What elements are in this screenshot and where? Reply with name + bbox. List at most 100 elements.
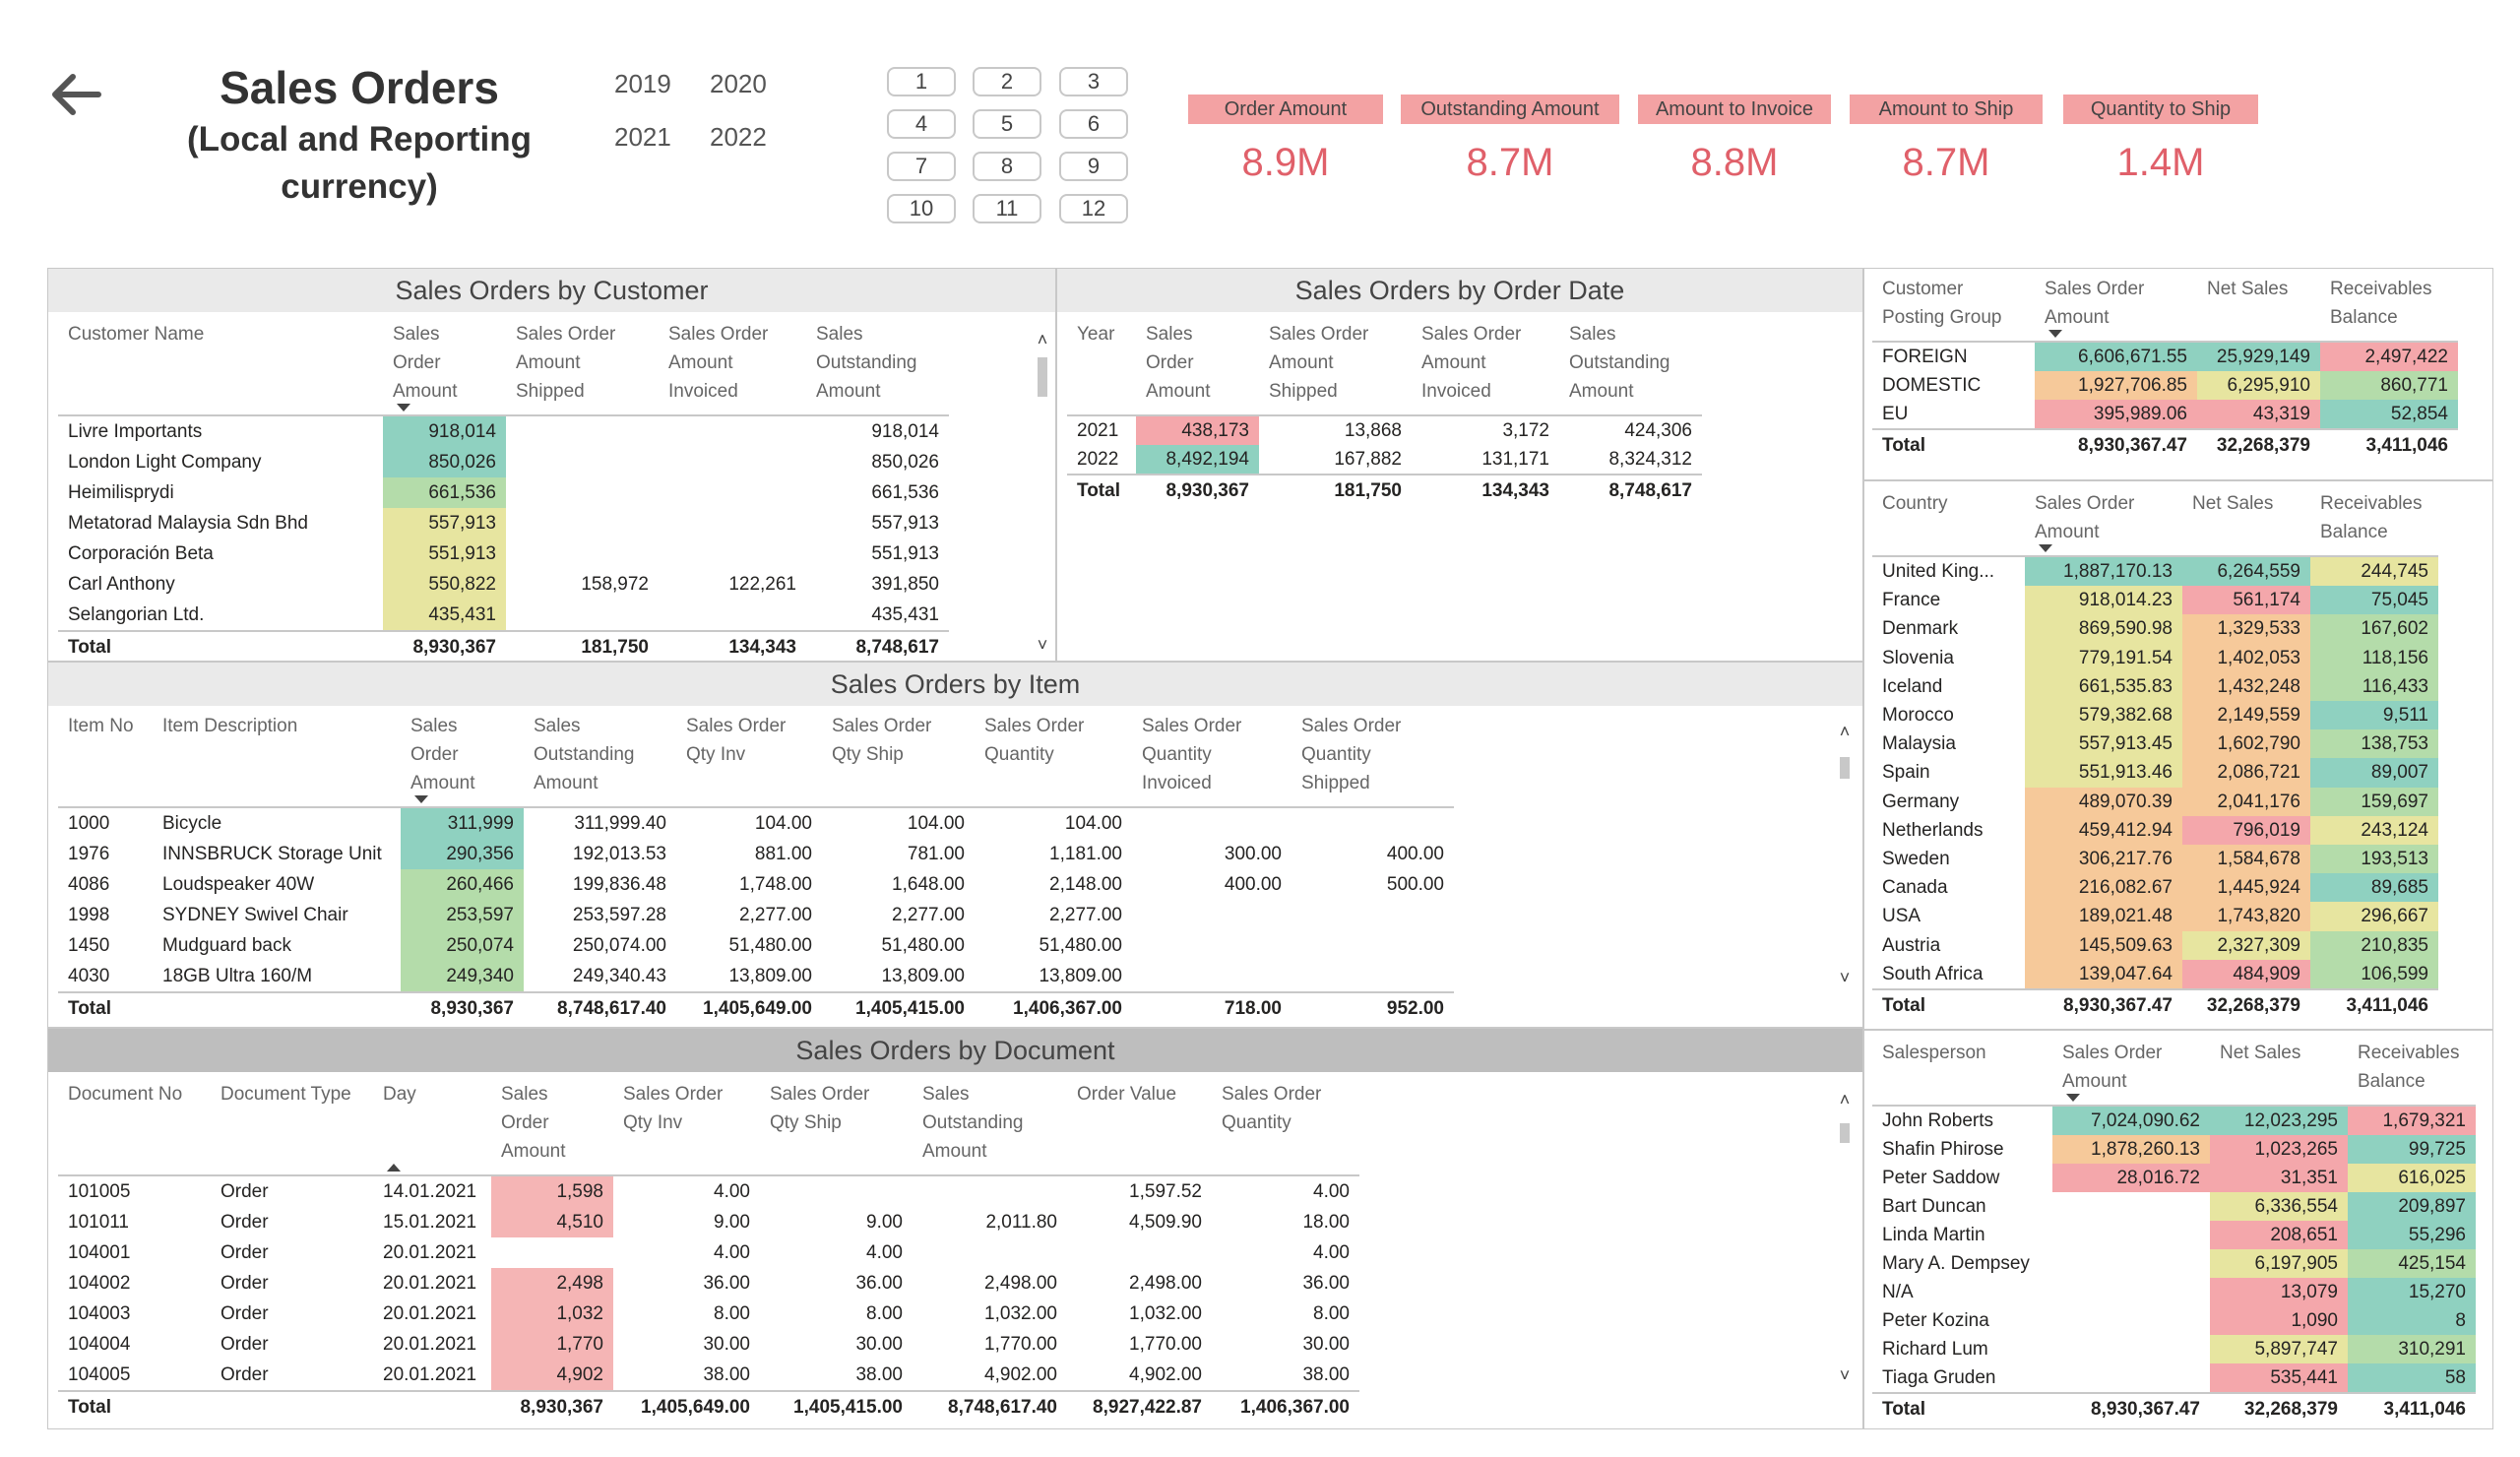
- scroll-up-icon[interactable]: ˄: [1037, 330, 1048, 349]
- table-row[interactable]: France 918,014.23 561,174 75,045: [1872, 586, 2438, 615]
- table-row[interactable]: DOMESTIC 1,927,706.85 6,295,910 860,771: [1872, 371, 2458, 400]
- table-row[interactable]: 2022 8,492,194 167,882 131,171 8,324,312: [1067, 445, 1702, 475]
- table-row[interactable]: Iceland 661,535.83 1,432,248 116,433: [1872, 671, 2438, 702]
- table-row[interactable]: 4030 18GB Ultra 160/M 249,340 249,340.43 13,…: [58, 961, 1454, 992]
- column-header[interactable]: Sales Order Amount: [2052, 1035, 2210, 1107]
- month-button-4[interactable]: 4: [887, 109, 956, 139]
- column-header[interactable]: Net Sales: [2197, 271, 2320, 343]
- table-row[interactable]: Morocco 579,382.68 2,149,559 9,511: [1872, 701, 2438, 730]
- table-row[interactable]: Metatorad Malaysia Sdn Bhd 557,913 557,913: [58, 508, 949, 538]
- column-header[interactable]: Sales Outstanding Amount: [806, 316, 949, 416]
- table-row[interactable]: Carl Anthony 550,822 158,972 122,261 391,850: [58, 569, 949, 600]
- table-row[interactable]: Canada 216,082.67 1,445,924 89,685: [1872, 873, 2438, 903]
- table-row[interactable]: Corporación Beta 551,913 551,913: [58, 538, 949, 569]
- column-header[interactable]: Document Type: [211, 1076, 373, 1176]
- table-row[interactable]: 104003 Order 20.01.2021 1,032 8.00 8.00 1,032.…: [58, 1299, 1359, 1329]
- column-header[interactable]: Sales Order Qty Ship: [822, 708, 975, 808]
- table-row[interactable]: Mary A. Dempsey 6,197,905 425,154: [1872, 1249, 2476, 1278]
- table-row[interactable]: Peter Kozina 1,090 8: [1872, 1306, 2476, 1335]
- table-row[interactable]: 4086 Loudspeaker 40W 260,466 199,836.48 1,74…: [58, 869, 1454, 900]
- column-header[interactable]: Sales Outstanding Amount: [524, 708, 676, 808]
- month-button-8[interactable]: 8: [973, 152, 1041, 181]
- table-row[interactable]: 104001 Order 20.01.2021 4.00 4.00 4.00: [58, 1237, 1359, 1268]
- column-header[interactable]: Document No: [58, 1076, 211, 1176]
- document-scrollbar[interactable]: ˄ ˅: [1835, 1090, 1855, 1385]
- sort-descending-icon[interactable]: [397, 404, 410, 412]
- column-header[interactable]: Sales Order Amount: [401, 708, 524, 808]
- sort-descending-icon[interactable]: [2039, 544, 2052, 552]
- scroll-down-icon[interactable]: ˅: [1037, 635, 1048, 655]
- year-slicer-2019[interactable]: 2019: [614, 69, 671, 98]
- column-header[interactable]: Sales Order Quantity Shipped: [1292, 708, 1454, 808]
- year-slicer-2022[interactable]: 2022: [710, 122, 767, 152]
- scroll-up-icon[interactable]: ˄: [1839, 722, 1851, 741]
- table-row[interactable]: EU 395,989.06 43,319 52,854: [1872, 400, 2458, 429]
- column-header[interactable]: Receivables Balance: [2320, 271, 2458, 343]
- column-header[interactable]: Item Description: [153, 708, 401, 808]
- month-button-1[interactable]: 1: [887, 67, 956, 96]
- column-header[interactable]: Receivables Balance: [2310, 485, 2438, 557]
- month-button-11[interactable]: 11: [973, 194, 1041, 223]
- table-row[interactable]: Richard Lum 5,897,747 310,291: [1872, 1335, 2476, 1363]
- table-row[interactable]: Heimilisprydi 661,536 661,536: [58, 477, 949, 508]
- table-row[interactable]: Austria 145,509.63 2,327,309 210,835: [1872, 930, 2438, 960]
- table-row[interactable]: Tiaga Gruden 535,441 58: [1872, 1363, 2476, 1393]
- column-header[interactable]: Year: [1067, 316, 1136, 416]
- table-row[interactable]: 104004 Order 20.01.2021 1,770 30.00 30.00 1,77…: [58, 1329, 1359, 1360]
- table-row[interactable]: Shafin Phirose 1,878,260.13 1,023,265 99,72…: [1872, 1135, 2476, 1164]
- column-header[interactable]: Sales Order Amount: [2025, 485, 2182, 557]
- column-header[interactable]: Day: [373, 1076, 491, 1176]
- column-header[interactable]: Sales Order Amount: [383, 316, 506, 416]
- column-header[interactable]: Sales Order Amount Shipped: [506, 316, 659, 416]
- table-row[interactable]: 1976 INNSBRUCK Storage Unit 290,356 192,013…: [58, 839, 1454, 869]
- column-header[interactable]: Sales Order Amount: [2035, 271, 2197, 343]
- column-header[interactable]: Sales Order Quantity Invoiced: [1132, 708, 1292, 808]
- table-row[interactable]: John Roberts 7,024,090.62 12,023,295 1,679,…: [1872, 1106, 2476, 1135]
- month-button-12[interactable]: 12: [1059, 194, 1128, 223]
- month-button-3[interactable]: 3: [1059, 67, 1128, 96]
- table-row[interactable]: Malaysia 557,913.45 1,602,790 138,753: [1872, 729, 2438, 759]
- scroll-thumb[interactable]: [1840, 757, 1850, 779]
- column-header[interactable]: Net Sales: [2182, 485, 2310, 557]
- table-row[interactable]: FOREIGN 6,606,671.55 25,929,149 2,497,422: [1872, 342, 2458, 371]
- item-scrollbar[interactable]: ˄ ˅: [1835, 722, 1855, 987]
- column-header[interactable]: Sales Order Qty Inv: [613, 1076, 760, 1176]
- table-row[interactable]: 101005 Order 14.01.2021 1,598 4.00 1,597.52 4.…: [58, 1175, 1359, 1207]
- column-header[interactable]: Customer Name: [58, 316, 383, 416]
- table-row[interactable]: Selangorian Ltd. 435,431 435,431: [58, 600, 949, 631]
- table-row[interactable]: Livre Importants 918,014 918,014: [58, 415, 949, 447]
- sort-ascending-icon[interactable]: [387, 1164, 401, 1172]
- column-header[interactable]: Sales Order Amount: [491, 1076, 613, 1176]
- sort-descending-icon[interactable]: [414, 795, 428, 803]
- table-row[interactable]: Linda Martin 208,651 55,296: [1872, 1221, 2476, 1249]
- scroll-up-icon[interactable]: ˄: [1839, 1090, 1851, 1109]
- column-header[interactable]: Receivables Balance: [2348, 1035, 2476, 1107]
- scroll-thumb[interactable]: [1038, 357, 1047, 397]
- table-row[interactable]: Spain 551,913.46 2,086,721 89,007: [1872, 758, 2438, 788]
- month-button-9[interactable]: 9: [1059, 152, 1128, 181]
- month-button-5[interactable]: 5: [973, 109, 1041, 139]
- customer-scrollbar[interactable]: ˄ ˅: [1033, 330, 1052, 655]
- table-row[interactable]: 2021 438,173 13,868 3,172 424,306: [1067, 415, 1702, 445]
- back-arrow-icon[interactable]: [47, 65, 106, 124]
- column-header[interactable]: Customer Posting Group: [1872, 271, 2035, 343]
- table-row[interactable]: Germany 489,070.39 2,041,176 159,697: [1872, 787, 2438, 816]
- column-header[interactable]: Item No: [58, 708, 153, 808]
- table-row[interactable]: 1998 SYDNEY Swivel Chair 253,597 253,597.28…: [58, 900, 1454, 930]
- year-slicer-2020[interactable]: 2020: [710, 69, 767, 98]
- table-row[interactable]: Netherlands 459,412.94 796,019 243,124: [1872, 815, 2438, 846]
- scroll-down-icon[interactable]: ˅: [1839, 1365, 1851, 1385]
- table-row[interactable]: South Africa 139,047.64 484,909 106,599: [1872, 959, 2438, 990]
- scroll-down-icon[interactable]: ˅: [1839, 968, 1851, 987]
- column-header[interactable]: Sales Order Amount Invoiced: [1412, 316, 1559, 416]
- table-row[interactable]: Denmark 869,590.98 1,329,533 167,602: [1872, 614, 2438, 644]
- column-header[interactable]: Sales Order Qty Ship: [760, 1076, 913, 1176]
- table-row[interactable]: Sweden 306,217.76 1,584,678 193,513: [1872, 845, 2438, 874]
- table-row[interactable]: N/A 13,079 15,270: [1872, 1278, 2476, 1306]
- column-header[interactable]: Sales Order Quantity: [1212, 1076, 1359, 1176]
- column-header[interactable]: Net Sales: [2210, 1035, 2348, 1107]
- table-row[interactable]: 104005 Order 20.01.2021 4,902 38.00 38.00 4,90…: [58, 1360, 1359, 1391]
- table-row[interactable]: 101011 Order 15.01.2021 4,510 9.00 9.00 2,011.…: [58, 1207, 1359, 1237]
- table-row[interactable]: 1450 Mudguard back 250,074 250,074.00 51,480…: [58, 930, 1454, 961]
- column-header[interactable]: Sales Order Amount Invoiced: [659, 316, 806, 416]
